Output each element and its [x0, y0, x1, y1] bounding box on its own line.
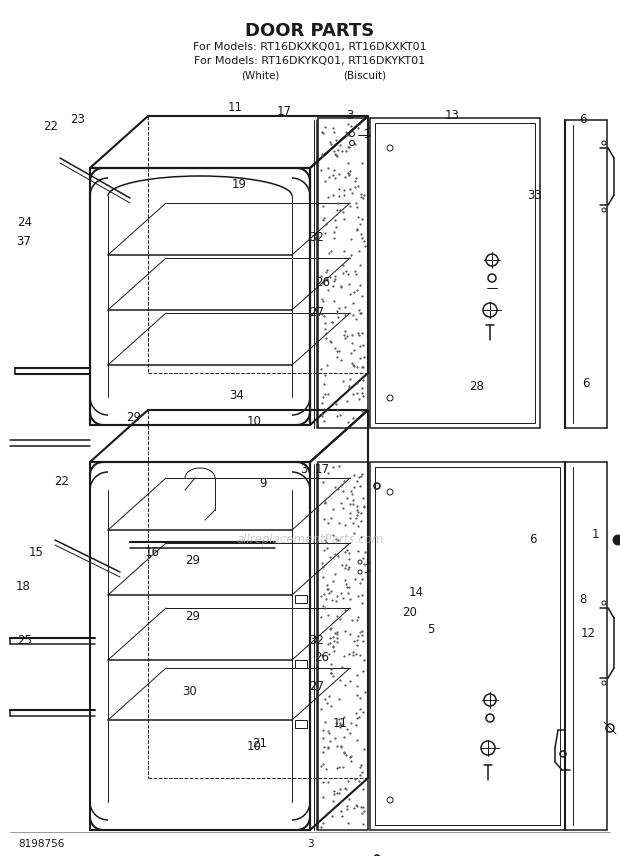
Text: 32: 32 [309, 633, 324, 647]
Text: 16: 16 [144, 545, 159, 559]
Text: (White): (White) [241, 70, 279, 80]
Circle shape [613, 535, 620, 545]
Text: allreplacementParts.com: allreplacementParts.com [236, 533, 384, 546]
Text: 17: 17 [315, 462, 330, 476]
Text: 1: 1 [591, 528, 599, 542]
Text: 27: 27 [309, 680, 324, 693]
Text: 10: 10 [247, 414, 262, 428]
Text: 18: 18 [16, 580, 31, 593]
Text: 6: 6 [579, 113, 587, 127]
Text: 6: 6 [529, 532, 537, 546]
Text: 32: 32 [309, 231, 324, 245]
Text: 22: 22 [55, 474, 69, 488]
Text: 11: 11 [332, 716, 347, 730]
Text: 29: 29 [126, 411, 141, 425]
Text: 8: 8 [579, 592, 587, 606]
Text: 10: 10 [247, 740, 262, 753]
Text: 15: 15 [29, 545, 43, 559]
Bar [295, 595, 307, 603]
Text: 21: 21 [252, 736, 267, 750]
Text: 3: 3 [347, 109, 354, 122]
Text: 27: 27 [309, 306, 324, 319]
Text: 17: 17 [277, 104, 291, 118]
Text: 11: 11 [228, 100, 243, 114]
Bar [370, 462, 565, 830]
Bar [375, 467, 560, 825]
Text: 9: 9 [260, 477, 267, 490]
Text: 29: 29 [185, 609, 200, 623]
Text: 3: 3 [300, 462, 308, 476]
Text: For Models: RT16DKXKQ01, RT16DKXKT01: For Models: RT16DKXKQ01, RT16DKXKT01 [193, 42, 427, 52]
Text: 24: 24 [17, 216, 32, 229]
Bar [318, 462, 368, 830]
Text: 22: 22 [43, 120, 58, 134]
Text: 20: 20 [402, 605, 417, 619]
Text: 26: 26 [315, 276, 330, 289]
Bar [295, 660, 307, 668]
Text: 23: 23 [70, 113, 85, 127]
Text: 19: 19 [231, 177, 246, 191]
Text: 12: 12 [580, 627, 595, 640]
Text: For Models: RT16DKYKQ01, RT16DKYKT01: For Models: RT16DKYKQ01, RT16DKYKT01 [195, 56, 425, 66]
Text: 25: 25 [17, 633, 32, 647]
Bar [375, 123, 535, 423]
Text: DOOR PARTS: DOOR PARTS [246, 22, 374, 40]
Text: (Biscuit): (Biscuit) [343, 70, 386, 80]
Bar [370, 118, 540, 428]
Text: 8198756: 8198756 [18, 839, 64, 849]
Text: 26: 26 [314, 651, 329, 664]
Text: 28: 28 [469, 380, 484, 394]
Text: 33: 33 [527, 188, 542, 202]
Text: 6: 6 [582, 377, 590, 390]
Text: 34: 34 [229, 389, 244, 402]
Text: 29: 29 [185, 554, 200, 568]
Bar [295, 720, 307, 728]
Text: 14: 14 [409, 586, 424, 599]
Text: 5: 5 [427, 622, 435, 636]
Text: 37: 37 [16, 235, 31, 248]
Text: 30: 30 [182, 685, 197, 698]
Text: 3: 3 [307, 839, 313, 849]
Bar [318, 118, 368, 428]
Text: 13: 13 [445, 109, 460, 122]
